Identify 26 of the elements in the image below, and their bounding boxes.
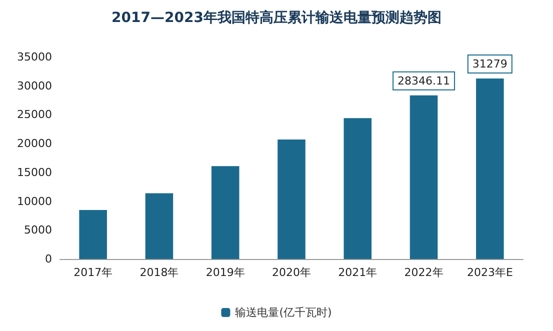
data-label: 31279 <box>472 57 508 70</box>
y-tick-label: 25000 <box>17 108 52 122</box>
legend-label: 输送电量(亿千瓦时) <box>235 306 332 319</box>
chart-title: 2017—2023年我国特高压累计输送电量预测趋势图 <box>112 9 442 26</box>
y-tick-label: 30000 <box>17 79 52 92</box>
bar <box>476 78 504 259</box>
bar <box>410 95 438 259</box>
data-label: 28346.11 <box>398 74 450 88</box>
y-tick-label: 15000 <box>17 166 52 179</box>
x-tick-label: 2022年 <box>404 266 444 279</box>
x-tick-label: 2020年 <box>272 266 311 279</box>
bar <box>344 118 372 259</box>
bar <box>211 166 240 259</box>
x-tick-label: 2023年E <box>466 266 513 279</box>
x-tick-label: 2018年 <box>140 266 179 279</box>
bar <box>79 210 107 259</box>
bar <box>145 193 174 259</box>
x-tick-label: 2019年 <box>206 266 245 279</box>
x-tick-label: 2017年 <box>74 266 113 279</box>
y-tick-label: 5000 <box>24 224 52 237</box>
y-tick-label: 0 <box>45 252 52 266</box>
y-tick-label: 20000 <box>17 137 52 150</box>
bar <box>278 140 306 259</box>
x-tick-label: 2021年 <box>338 266 378 279</box>
y-tick-label: 10000 <box>17 194 52 208</box>
y-tick-label: 35000 <box>17 50 52 64</box>
